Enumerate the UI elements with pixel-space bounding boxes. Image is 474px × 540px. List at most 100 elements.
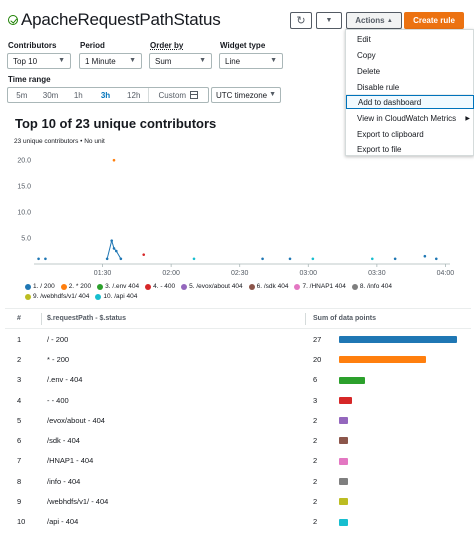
order-by-value: Sum: [155, 56, 172, 66]
time-range-1h[interactable]: 1h: [73, 90, 83, 100]
legend-item[interactable]: 6. /sdk 404: [248, 282, 288, 291]
create-rule-button[interactable]: Create rule: [404, 12, 464, 29]
row-sum: 2: [313, 517, 318, 527]
row-path: /HNAP1 - 404: [47, 456, 94, 466]
menu-item-view-in-metrics[interactable]: View in CloudWatch Metrics ▶: [346, 111, 474, 125]
period-value: 1 Minute: [85, 56, 116, 66]
data-point: [110, 239, 114, 242]
row-path: /info - 404: [47, 476, 81, 486]
data-point: [114, 249, 118, 253]
x-tick-label: 03:30: [368, 270, 386, 277]
legend-item[interactable]: 2. * 200: [60, 282, 91, 291]
refresh-button[interactable]: ↻: [290, 12, 312, 29]
actions-label: Actions: [355, 16, 385, 25]
chevron-down-icon: ▼: [58, 57, 65, 64]
menu-item-export-file[interactable]: Export to file: [357, 144, 402, 154]
widget-type-select[interactable]: Line ▼: [219, 53, 283, 69]
time-range-3h[interactable]: 3h: [100, 90, 111, 100]
table-row: 6/sdk - 404 2: [5, 430, 471, 450]
row-number: 7: [17, 456, 22, 466]
custom-label: Custom: [158, 90, 187, 100]
x-tick-label: 04:00: [437, 270, 455, 277]
actions-button[interactable]: Actions ▲: [346, 12, 402, 29]
legend-item[interactable]: 5. /evox/about 404: [181, 282, 243, 291]
row-number: 9: [17, 497, 22, 507]
row-path: /webhdfs/v1/ - 404: [47, 497, 109, 507]
legend-swatch: [294, 283, 301, 290]
data-point: [261, 257, 264, 261]
row-number: 2: [17, 354, 22, 364]
refresh-options-button[interactable]: ▼: [316, 12, 342, 29]
actions-menu: Edit Copy Delete Disable rule Add to das…: [345, 29, 474, 156]
row-sum: 2: [313, 476, 318, 486]
menu-item-disable-rule[interactable]: Disable rule: [357, 82, 400, 92]
row-bar: [339, 437, 348, 445]
row-number: 10: [17, 517, 26, 527]
calendar-icon: [190, 91, 199, 99]
time-range-custom[interactable]: Custom: [147, 88, 208, 102]
row-bar: [339, 417, 348, 425]
legend-swatch: [25, 293, 31, 300]
line-chart: 20.0 15.0 10.0 5.0 01:30 02:00 02:30 03:00 03:30…: [17, 158, 455, 277]
time-range-30m[interactable]: 30m: [42, 90, 59, 100]
order-by-label: Order by: [150, 41, 184, 50]
widget-type-value: Line: [225, 56, 241, 66]
legend-label: 4. - 400: [153, 283, 176, 290]
table-body: 1/ - 200 27 2 * - 200 20 3/.env - 404 6 4- - 40…: [5, 329, 471, 532]
menu-item-label: View in CloudWatch Metrics: [357, 113, 457, 123]
legend-item[interactable]: 3. /.env 404: [97, 282, 139, 291]
caret-right-icon: ▶: [465, 115, 470, 122]
order-by-select[interactable]: Sum ▼: [149, 53, 212, 69]
legend-item[interactable]: 4. - 400: [145, 282, 175, 291]
legend-item[interactable]: 1. / 200: [25, 282, 55, 291]
row-number: 5: [17, 415, 22, 425]
col-path-header: $.requestPath - $.status: [47, 315, 126, 322]
table-row: 2 * - 200 20: [5, 349, 471, 369]
menu-item-copy[interactable]: Copy: [357, 50, 376, 60]
row-sum: 2: [313, 436, 318, 446]
legend-label: 10. /api 404: [103, 293, 138, 300]
time-range-5m[interactable]: 5m: [16, 90, 28, 100]
row-path: /.env - 404: [47, 375, 83, 385]
legend-item[interactable]: 10. /api 404: [95, 292, 137, 301]
time-range-segmented: 5m 30m 1h 3h 12h Custom: [7, 87, 209, 103]
data-point: [288, 257, 292, 261]
legend-item[interactable]: 7. /HNAP1 404: [294, 282, 346, 291]
data-point: [112, 247, 116, 250]
chevron-down-icon: ▼: [129, 57, 136, 64]
contributors-select[interactable]: Top 10 ▼: [7, 53, 71, 69]
timezone-value: UTC timezone: [216, 90, 268, 100]
table-row: 5/evox/about - 404 2: [5, 410, 471, 430]
x-tick-label: 02:00: [162, 270, 180, 277]
data-point: [37, 257, 40, 261]
chevron-down-icon: ▼: [269, 91, 276, 98]
x-tick-label: 02:30: [231, 270, 249, 277]
legend-item[interactable]: 9. /webhdfs/v1/ 404: [25, 292, 89, 301]
legend-swatch: [248, 283, 255, 290]
column-divider: [305, 313, 306, 325]
row-bar: [339, 396, 353, 404]
data-point: [393, 257, 397, 261]
caret-down-icon: ▼: [325, 17, 333, 24]
graph-title: Top 10 of 23 unique contributors: [15, 116, 217, 131]
menu-item-export-clipboard[interactable]: Export to clipboard: [357, 129, 424, 139]
page-title: ApacheRequestPathStatus: [21, 10, 221, 29]
row-path: /evox/about - 404: [47, 415, 105, 425]
chart-legend: 1. / 200 2. * 200 3. /.env 404 4. - 400 5. /…: [25, 282, 465, 302]
time-range-12h[interactable]: 12h: [127, 90, 141, 100]
row-path: / - 200: [47, 334, 69, 344]
menu-item-add-to-dashboard[interactable]: Add to dashboard: [346, 95, 474, 109]
timezone-select[interactable]: UTC timezone ▼: [211, 87, 281, 103]
table-header: # $.requestPath - $.status Sum of data p…: [5, 309, 471, 329]
table-row: 3 /.env - 404 6: [5, 370, 471, 390]
row-bar: [339, 498, 348, 506]
menu-item-delete[interactable]: Delete: [357, 66, 381, 76]
data-point: [105, 257, 109, 261]
row-path: * - 200: [47, 354, 70, 364]
legend-label: 3. /.env 404: [105, 283, 140, 290]
menu-item-edit[interactable]: Edit: [357, 34, 371, 44]
period-select[interactable]: 1 Minute ▼: [79, 53, 142, 69]
legend-item[interactable]: 8. /info 404: [351, 282, 392, 291]
check-circle-icon: [8, 15, 18, 25]
data-point: [112, 158, 116, 162]
